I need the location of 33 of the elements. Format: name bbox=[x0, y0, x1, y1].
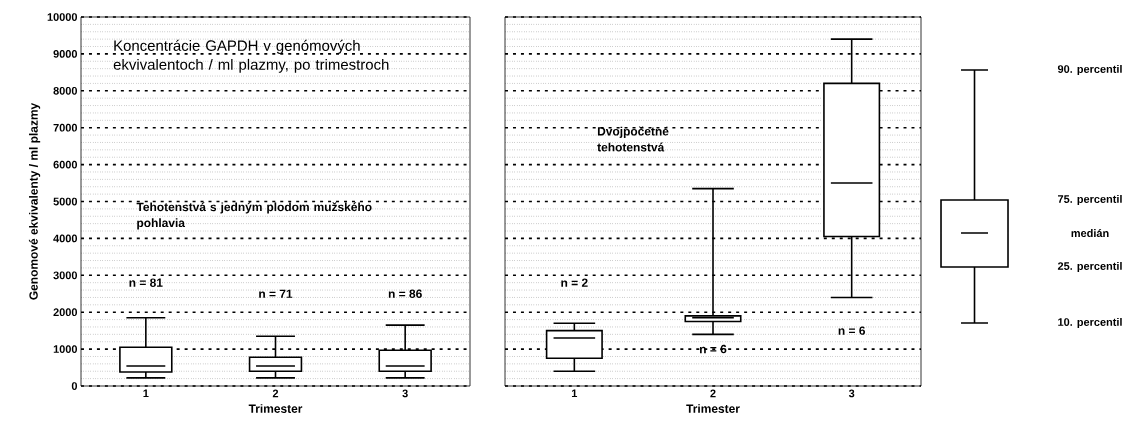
y-tick-label: 4000 bbox=[53, 234, 78, 243]
annotation: Dvojpočetné tehotenstvá bbox=[597, 126, 669, 152]
y-tick-label: 9000 bbox=[53, 50, 78, 58]
text: medián bbox=[1071, 228, 1109, 238]
x-tick-label: 3 bbox=[848, 389, 855, 398]
annotation: n = 2 bbox=[561, 278, 588, 287]
text: 25. percentil bbox=[1057, 261, 1122, 273]
x-tick-label: 1 bbox=[571, 389, 578, 398]
x-tick-label: 2 bbox=[710, 389, 716, 398]
text: 75. percentil bbox=[1058, 194, 1122, 206]
y-tick-label: 8000 bbox=[53, 86, 78, 95]
y-tick-label: 7000 bbox=[53, 123, 78, 132]
x-axis-title: Trimester bbox=[248, 404, 303, 413]
annotation: n = 6 bbox=[838, 326, 866, 335]
annotation: n = 71 bbox=[259, 289, 293, 298]
annotation: n = 86 bbox=[388, 289, 422, 298]
text: 10. percentil bbox=[1058, 317, 1122, 329]
y-tick-label: 3000 bbox=[53, 271, 78, 280]
x-tick-label: 1 bbox=[143, 389, 149, 398]
y-tick-label: 0 bbox=[71, 382, 78, 390]
annotation: n = 81 bbox=[129, 278, 163, 287]
y-tick-label: 10000 bbox=[47, 13, 78, 21]
y-tick-label: 2000 bbox=[53, 308, 78, 317]
x-axis-title: Trimester bbox=[686, 404, 740, 413]
text: 90. percentil bbox=[1057, 64, 1122, 76]
x-tick-label: 3 bbox=[402, 389, 408, 398]
y-axis-title: Genomové ekvivalenty / ml plazmy bbox=[28, 102, 41, 300]
y-tick-label: 5000 bbox=[53, 197, 78, 206]
y-tick-label: 1000 bbox=[53, 345, 78, 353]
x-tick-label: 2 bbox=[272, 389, 279, 398]
y-tick-label: 6000 bbox=[53, 160, 78, 169]
annotation: Tehotenstvá s jedným plodom mužského pohlavia bbox=[136, 202, 372, 230]
annotation: Koncentrácie GAPDH v genómových ekvivalentoch / ml plazmy, po trimestroch bbox=[113, 39, 389, 73]
